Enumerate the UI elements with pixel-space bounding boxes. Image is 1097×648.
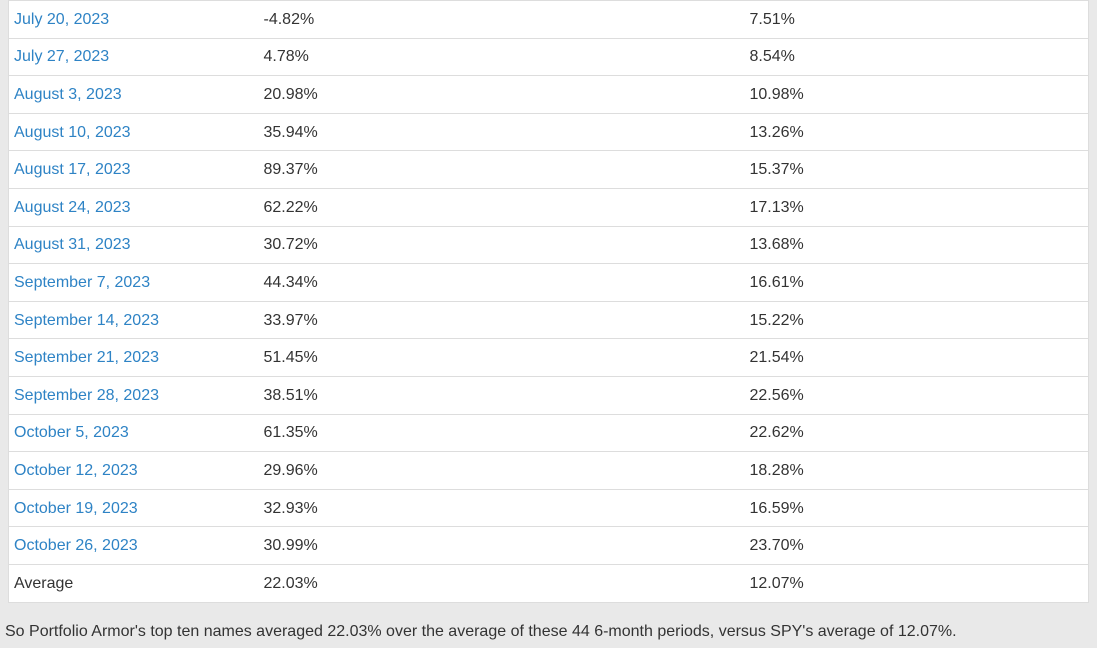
portfolio-return-cell: 44.34% [258,263,745,302]
date-link[interactable]: October 26, 2023 [14,537,138,555]
spy-return-cell: 13.68% [744,225,1089,265]
date-link[interactable]: July 20, 2023 [14,10,110,28]
date-link[interactable]: August 24, 2023 [14,198,131,216]
date-cell: September 7, 2023 [8,263,259,302]
date-cell: September 14, 2023 [8,300,259,340]
date-link[interactable]: September 14, 2023 [14,311,159,329]
table-row: September 14, 2023 33.97% 15.22% [8,300,1089,340]
portfolio-return-cell: 33.97% [258,300,745,340]
date-cell: October 19, 2023 [8,488,259,528]
date-cell: August 10, 2023 [8,112,259,152]
table-row: October 26, 2023 30.99% 23.70% [8,526,1089,565]
date-link[interactable]: August 10, 2023 [14,123,131,141]
date-link[interactable]: October 12, 2023 [14,461,138,479]
date-cell: October 5, 2023 [8,413,259,453]
table-row: September 7, 2023 44.34% 16.61% [8,263,1089,302]
date-cell: October 26, 2023 [8,526,259,565]
spy-return-cell: 18.28% [744,451,1089,490]
table-row: October 19, 2023 32.93% 16.59% [8,488,1089,528]
portfolio-return-cell: 38.51% [258,375,745,415]
portfolio-return-cell: 32.93% [258,488,745,528]
date-cell: August 17, 2023 [8,150,259,189]
spy-return-cell: 23.70% [744,526,1089,565]
portfolio-return-cell: 22.03% [258,563,745,603]
table-row: August 17, 2023 89.37% 15.37% [8,150,1089,189]
returns-table-container: July 20, 2023 -4.82% 7.51% July 27, 2023… [8,0,1089,603]
spy-return-cell: 15.37% [744,150,1089,189]
spy-return-cell: 13.26% [744,112,1089,152]
returns-table: July 20, 2023 -4.82% 7.51% July 27, 2023… [8,0,1089,603]
table-row: September 28, 2023 38.51% 22.56% [8,375,1089,415]
spy-return-cell: 10.98% [744,75,1089,114]
spy-return-cell: 15.22% [744,300,1089,340]
date-cell: July 27, 2023 [8,37,259,77]
portfolio-return-cell: 20.98% [258,75,745,114]
spy-return-cell: 12.07% [744,563,1089,603]
date-cell: August 24, 2023 [8,187,259,227]
table-row: August 3, 2023 20.98% 10.98% [8,75,1089,114]
summary-text: So Portfolio Armor's top ten names avera… [5,622,957,640]
date-link[interactable]: August 3, 2023 [14,85,122,103]
table-row: July 27, 2023 4.78% 8.54% [8,37,1089,77]
spy-return-cell: 22.56% [744,375,1089,415]
table-row: Average 22.03% 12.07% [8,563,1089,603]
date-cell: August 31, 2023 [8,225,259,265]
date-cell: September 21, 2023 [8,338,259,377]
table-row: August 10, 2023 35.94% 13.26% [8,112,1089,152]
date-link[interactable]: September 7, 2023 [14,273,151,291]
date-cell: September 28, 2023 [8,375,259,415]
portfolio-return-cell: 35.94% [258,112,745,152]
table-row: July 20, 2023 -4.82% 7.51% [8,0,1089,39]
portfolio-return-cell: 89.37% [258,150,745,189]
date-link[interactable]: July 27, 2023 [14,48,110,66]
table-row: August 24, 2023 62.22% 17.13% [8,187,1089,227]
portfolio-return-cell: 51.45% [258,338,745,377]
spy-return-cell: 22.62% [744,413,1089,453]
date-cell: August 3, 2023 [8,75,259,114]
date-cell: Average [8,563,259,603]
portfolio-return-cell: 30.72% [258,225,745,265]
portfolio-return-cell: 62.22% [258,187,745,227]
table-row: October 12, 2023 29.96% 18.28% [8,451,1089,490]
date-link[interactable]: August 31, 2023 [14,236,131,254]
date-link[interactable]: September 28, 2023 [14,386,159,404]
portfolio-return-cell: 61.35% [258,413,745,453]
portfolio-return-cell: 29.96% [258,451,745,490]
spy-return-cell: 7.51% [744,0,1089,39]
date-cell: July 20, 2023 [8,0,259,39]
table-row: September 21, 2023 51.45% 21.54% [8,338,1089,377]
date-link[interactable]: September 21, 2023 [14,349,159,367]
date-link[interactable]: October 19, 2023 [14,499,138,517]
spy-return-cell: 21.54% [744,338,1089,377]
date-link[interactable]: August 17, 2023 [14,161,131,179]
date-cell: October 12, 2023 [8,451,259,490]
spy-return-cell: 16.61% [744,263,1089,302]
table-row: October 5, 2023 61.35% 22.62% [8,413,1089,453]
portfolio-return-cell: 30.99% [258,526,745,565]
spy-return-cell: 16.59% [744,488,1089,528]
portfolio-return-cell: -4.82% [258,0,745,39]
date-link[interactable]: October 5, 2023 [14,424,129,442]
portfolio-return-cell: 4.78% [258,37,745,77]
spy-return-cell: 17.13% [744,187,1089,227]
spy-return-cell: 8.54% [744,37,1089,77]
table-row: August 31, 2023 30.72% 13.68% [8,225,1089,265]
